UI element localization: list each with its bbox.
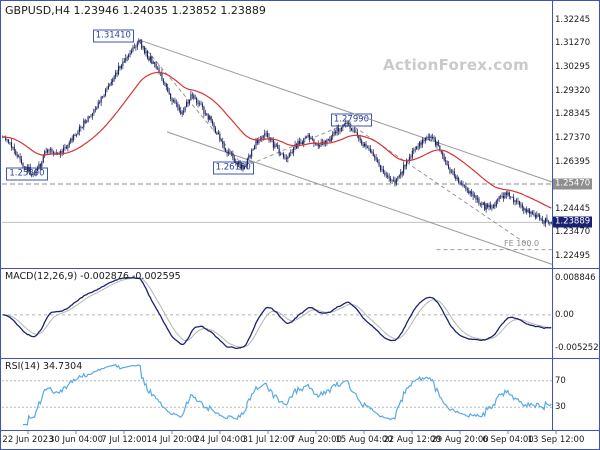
x-axis-label: 30 Jun 04:00: [49, 435, 103, 445]
x-axis-label: 13 Sep 12:00: [527, 435, 585, 445]
y-axis-price-label: 1.23470: [555, 227, 591, 238]
x-axis-label: 22 Jun 2023: [2, 435, 54, 445]
y-axis-price-label: 1.28345: [555, 109, 591, 120]
macd-axis-label: 0.00: [555, 309, 574, 320]
actionforex-watermark: ActionForex.com: [383, 56, 530, 74]
x-axis-label: 6 Sep 04:00: [482, 435, 534, 445]
macd-axis-label: 0.008846: [555, 272, 596, 283]
x-axis-label: 15 Aug 04:00: [335, 435, 393, 445]
y-axis-price-label: 1.27370: [555, 132, 591, 143]
y-axis-price-label: 1.31270: [555, 38, 591, 49]
y-axis-price-label: 1.32245: [555, 14, 591, 25]
resistance-price-box: 1.25470: [553, 178, 593, 190]
y-axis-price-label: 1.24445: [555, 203, 591, 214]
macd-axis-label: -0.005252: [555, 343, 599, 354]
fibonacci-expansion-label: FE 100.0: [504, 238, 540, 248]
swing-price-label: 1.26180: [212, 161, 254, 175]
y-axis-price-label: 1.29320: [555, 85, 591, 96]
y-axis-price-label: 1.22495: [555, 251, 591, 262]
rsi-axis-label: 30: [555, 402, 566, 413]
x-axis-label: 14 Jul 20:00: [146, 435, 198, 445]
x-axis-label: 7 Aug 20:00: [290, 435, 342, 445]
rsi-axis-label: 70: [555, 375, 566, 386]
current-price-box: 1.23889: [553, 216, 593, 228]
swing-price-label: 1.31410: [92, 29, 134, 43]
chart-title-ohlc: GBPUSD,H4 1.23946 1.24035 1.23852 1.2388…: [5, 4, 266, 17]
macd-indicator-label: MACD(12,26,9) -0.002876 -0.002595: [5, 271, 181, 282]
rsi-indicator-label: RSI(14) 34.7304: [5, 361, 83, 372]
y-axis-price-label: 1.26395: [555, 156, 591, 167]
x-axis-label: 7 Jul 12:00: [101, 435, 147, 445]
x-axis-label: 22 Aug 12:00: [383, 435, 441, 445]
x-axis-label: 29 Aug 20:00: [431, 435, 489, 445]
x-axis-label: 31 Jul 12:00: [242, 435, 294, 445]
x-axis-label: 24 Jul 04:00: [194, 435, 246, 445]
y-axis-price-label: 1.30295: [555, 62, 591, 73]
